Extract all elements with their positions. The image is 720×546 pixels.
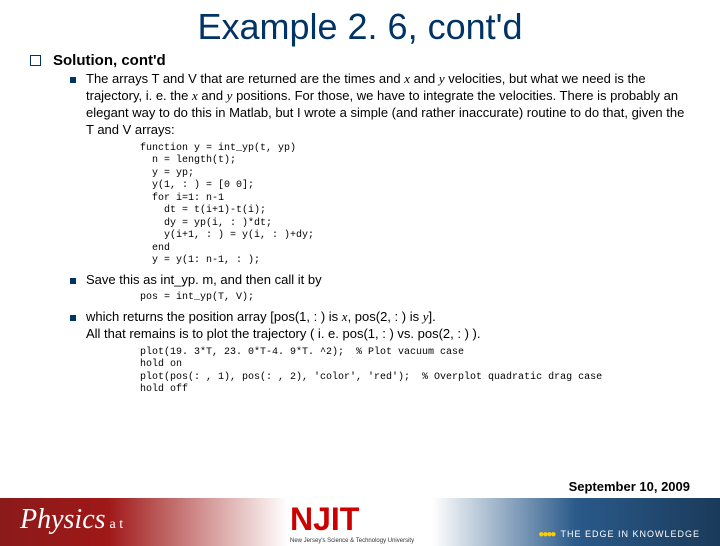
dots-icon: ●●●● [538, 529, 554, 540]
footer: Physicsa t NJIT New Jersey's Science & T… [0, 486, 720, 546]
slide-content: Solution, cont'd The arrays T and V that… [0, 52, 720, 397]
bullet-label: Solution, cont'd [53, 52, 166, 69]
code-block-1: function y = int_yp(t, yp) n = length(t)… [140, 143, 690, 268]
sub-bullet-icon [70, 315, 76, 321]
bullet-solution: Solution, cont'd [30, 52, 690, 69]
code-block-3: plot(19. 3*T, 23. 0*T-4. 9*T. ^2); % Plo… [140, 347, 690, 397]
sub-text-2: Save this as int_yp. m, and then call it… [86, 272, 322, 289]
njit-tagline: New Jersey's Science & Technology Univer… [290, 538, 414, 544]
sub-bullet-icon [70, 278, 76, 284]
sub-bullet-icon [70, 77, 76, 83]
njit-logo: NJIT [290, 501, 359, 538]
sub-item-2: Save this as int_yp. m, and then call it… [70, 272, 690, 289]
sub-item-3: which returns the position array [pos(1,… [70, 309, 690, 343]
code-block-2: pos = int_yp(T, V); [140, 292, 690, 305]
sub-item-1: The arrays T and V that are returned are… [70, 71, 690, 139]
sub-text-3: which returns the position array [pos(1,… [86, 309, 480, 343]
square-bullet-icon [30, 55, 41, 66]
slide-title: Example 2. 6, cont'd [0, 6, 720, 48]
edge-text: ●●●●THE EDGE IN KNOWLEDGE [538, 529, 700, 540]
sub-text-1: The arrays T and V that are returned are… [86, 71, 690, 139]
physics-logo: Physicsa t [20, 504, 123, 536]
